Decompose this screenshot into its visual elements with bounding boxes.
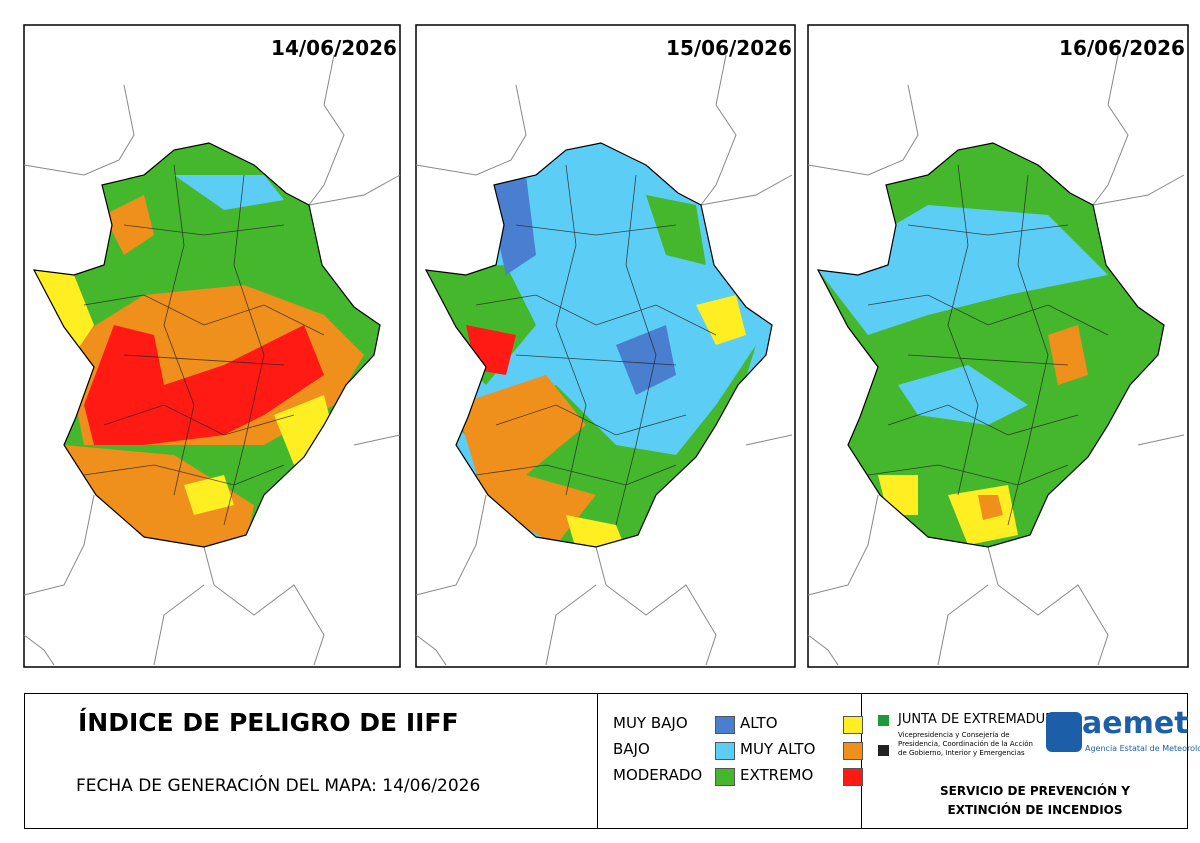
junta-name: JUNTA DE EXTREMADURA xyxy=(898,712,1063,727)
legend-label: BAJO xyxy=(613,740,650,758)
legend-label: MODERADO xyxy=(613,766,703,784)
legend-label: EXTREMO xyxy=(740,766,814,784)
map-date: 16/06/2026 xyxy=(1059,36,1185,60)
map-date: 15/06/2026 xyxy=(666,36,792,60)
legend-swatch xyxy=(715,742,735,760)
map-panel: 16/06/2026 xyxy=(807,24,1189,668)
junta-icon xyxy=(878,715,889,726)
map-panel: 15/06/2026 xyxy=(415,24,796,668)
junta-icon xyxy=(878,745,889,756)
title: ÍNDICE DE PELIGRO DE IIFF xyxy=(78,708,459,737)
aemet-name: aemet xyxy=(1082,706,1189,741)
map-date: 14/06/2026 xyxy=(271,36,397,60)
map-panel: 14/06/2026 xyxy=(23,24,401,668)
legend-label: MUY BAJO xyxy=(613,714,688,732)
legend-swatch xyxy=(715,716,735,734)
service: SERVICIO DE PREVENCIÓN Y EXTINCIÓN DE IN… xyxy=(940,784,1130,817)
legend-swatch xyxy=(843,768,863,786)
aemet-subtitle: Agencia Estatal de Meteorología xyxy=(1085,744,1200,753)
legend xyxy=(597,693,862,829)
legend-label: ALTO xyxy=(740,714,778,732)
legend-swatch xyxy=(843,716,863,734)
legend-swatch xyxy=(843,742,863,760)
junta-subtitle: Vicepresidencia y Consejería de Presiden… xyxy=(898,731,1033,757)
generation-date: FECHA DE GENERACIÓN DEL MAPA: 14/06/2026 xyxy=(76,776,481,796)
maps: 14/06/2026 15/06/2026 16/06/2026 xyxy=(23,24,1189,668)
legend-label: MUY ALTO xyxy=(740,740,816,758)
legend-swatch xyxy=(715,768,735,786)
aemet-icon xyxy=(1046,712,1082,752)
